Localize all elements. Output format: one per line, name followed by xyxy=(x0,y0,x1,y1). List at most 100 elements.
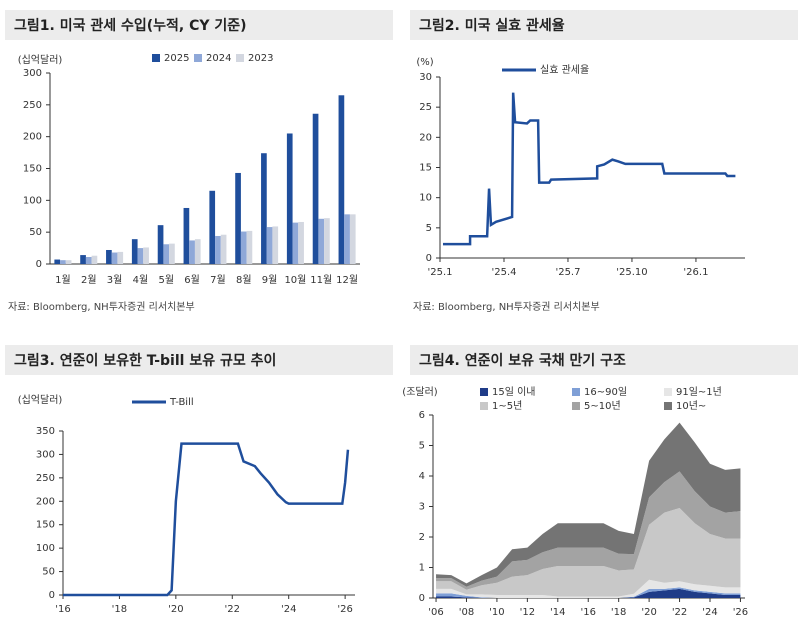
legend-label: 16~90일 xyxy=(584,386,627,398)
bar xyxy=(91,255,98,264)
x-tick-label: '25.1 xyxy=(427,267,452,278)
x-tick-label: '24 xyxy=(281,604,296,615)
y-tick-label: 250 xyxy=(23,100,42,111)
y-tick-label: 0 xyxy=(426,253,432,264)
x-tick-label: 12월 xyxy=(336,274,358,286)
bar xyxy=(65,260,72,264)
x-tick-label: '14 xyxy=(550,607,565,618)
x-tick-label: 3월 xyxy=(107,274,123,286)
area-series xyxy=(436,579,741,598)
legend-label: 15일 이내 xyxy=(492,386,536,398)
x-tick-label: '12 xyxy=(520,607,535,618)
legend-label: 5~10년 xyxy=(584,400,621,412)
y-axis-label: (십억달러) xyxy=(18,394,63,406)
x-tick-label: '22 xyxy=(672,607,687,618)
y-tick-label: 300 xyxy=(36,449,55,460)
y-axis-label: (십억달러) xyxy=(18,54,63,66)
chart-title: 그림2. 미국 실효 관세율 xyxy=(419,17,565,34)
x-tick-label: 9월 xyxy=(262,274,278,286)
y-tick-label: 4 xyxy=(419,471,425,482)
y-tick-label: 15 xyxy=(419,163,432,174)
legend-label: 실효 관세율 xyxy=(540,64,589,76)
y-tick-label: 100 xyxy=(23,195,42,206)
y-tick-label: 200 xyxy=(36,496,55,507)
x-tick-label: 5월 xyxy=(158,274,174,286)
bar xyxy=(111,252,118,264)
y-tick-label: 300 xyxy=(23,68,42,79)
legend-swatch xyxy=(236,54,244,62)
x-tick-label: 6월 xyxy=(184,274,200,286)
x-tick-label: 4월 xyxy=(133,274,149,286)
bar xyxy=(60,260,66,264)
y-tick-label: 250 xyxy=(36,473,55,484)
chart-title: 그림3. 연준이 보유한 T-bill 보유 규모 추이 xyxy=(14,352,276,369)
bar xyxy=(117,251,124,264)
bar xyxy=(106,249,112,264)
legend-label: 91일~1년 xyxy=(676,386,722,398)
y-tick-label: 30 xyxy=(419,72,432,83)
bar xyxy=(286,133,293,264)
x-tick-label: '24 xyxy=(702,607,717,618)
bar xyxy=(137,248,144,264)
y-tick-label: 100 xyxy=(36,543,55,554)
title-band xyxy=(410,345,798,375)
legend-label: 10년~ xyxy=(676,400,706,412)
y-tick-label: 50 xyxy=(42,567,55,578)
y-tick-label: 200 xyxy=(23,132,42,143)
y-tick-label: 2 xyxy=(419,532,425,543)
x-tick-label: 11월 xyxy=(310,274,332,286)
bar xyxy=(80,255,86,264)
x-tick-label: 2월 xyxy=(81,274,97,286)
bar xyxy=(292,222,299,264)
source-note: 자료: Bloomberg, NH투자증권 리서치본부 xyxy=(8,301,195,313)
bar xyxy=(240,231,247,264)
bar xyxy=(298,221,304,264)
x-tick-label: '18 xyxy=(112,604,127,615)
x-tick-label: '06 xyxy=(428,607,443,618)
x-tick-label: '25.7 xyxy=(555,267,580,278)
bar xyxy=(338,95,345,265)
bar xyxy=(163,244,170,264)
area-series xyxy=(436,588,741,598)
x-tick-label: 8월 xyxy=(236,274,252,286)
y-axis-label: (조달러) xyxy=(402,386,438,398)
y-tick-label: 3 xyxy=(419,502,425,513)
y-axis-label: (%) xyxy=(416,57,433,68)
chart-title: 그림1. 미국 관세 수입(누적, CY 기준) xyxy=(14,17,247,34)
legend-swatch xyxy=(572,388,580,396)
legend-label: 1~5년 xyxy=(492,400,522,412)
bar xyxy=(235,172,241,264)
x-tick-label: '26.1 xyxy=(683,267,708,278)
y-tick-label: 20 xyxy=(419,132,432,143)
x-tick-label: '20 xyxy=(641,607,656,618)
x-tick-label: '26 xyxy=(337,604,352,615)
y-tick-label: 0 xyxy=(36,259,42,270)
bar xyxy=(183,207,190,264)
legend-swatch xyxy=(664,402,672,410)
legend-label: 2024 xyxy=(206,53,231,64)
x-tick-label: '26 xyxy=(733,607,748,618)
area-series xyxy=(436,508,741,597)
legend-swatch xyxy=(480,388,488,396)
chart-title: 그림4. 연준이 보유 국채 만기 구조 xyxy=(419,352,626,369)
x-tick-label: '25.4 xyxy=(491,267,516,278)
bar xyxy=(194,239,201,264)
legend-swatch xyxy=(194,54,202,62)
x-tick-label: 10월 xyxy=(284,274,306,286)
bar xyxy=(266,227,273,264)
y-tick-label: 0 xyxy=(419,593,425,604)
y-tick-label: 0 xyxy=(49,590,55,601)
bar xyxy=(85,256,92,264)
x-tick-label: '10 xyxy=(489,607,504,618)
bar xyxy=(246,230,253,264)
title-band xyxy=(5,10,393,40)
source-note: 자료: Bloomberg, NH투자증권 리서치본부 xyxy=(413,301,600,313)
y-tick-label: 350 xyxy=(36,426,55,437)
bar xyxy=(143,247,149,264)
title-band xyxy=(5,345,393,375)
y-tick-label: 5 xyxy=(426,223,432,234)
legend-swatch xyxy=(152,54,160,62)
bar xyxy=(261,153,267,264)
bar xyxy=(157,225,164,264)
